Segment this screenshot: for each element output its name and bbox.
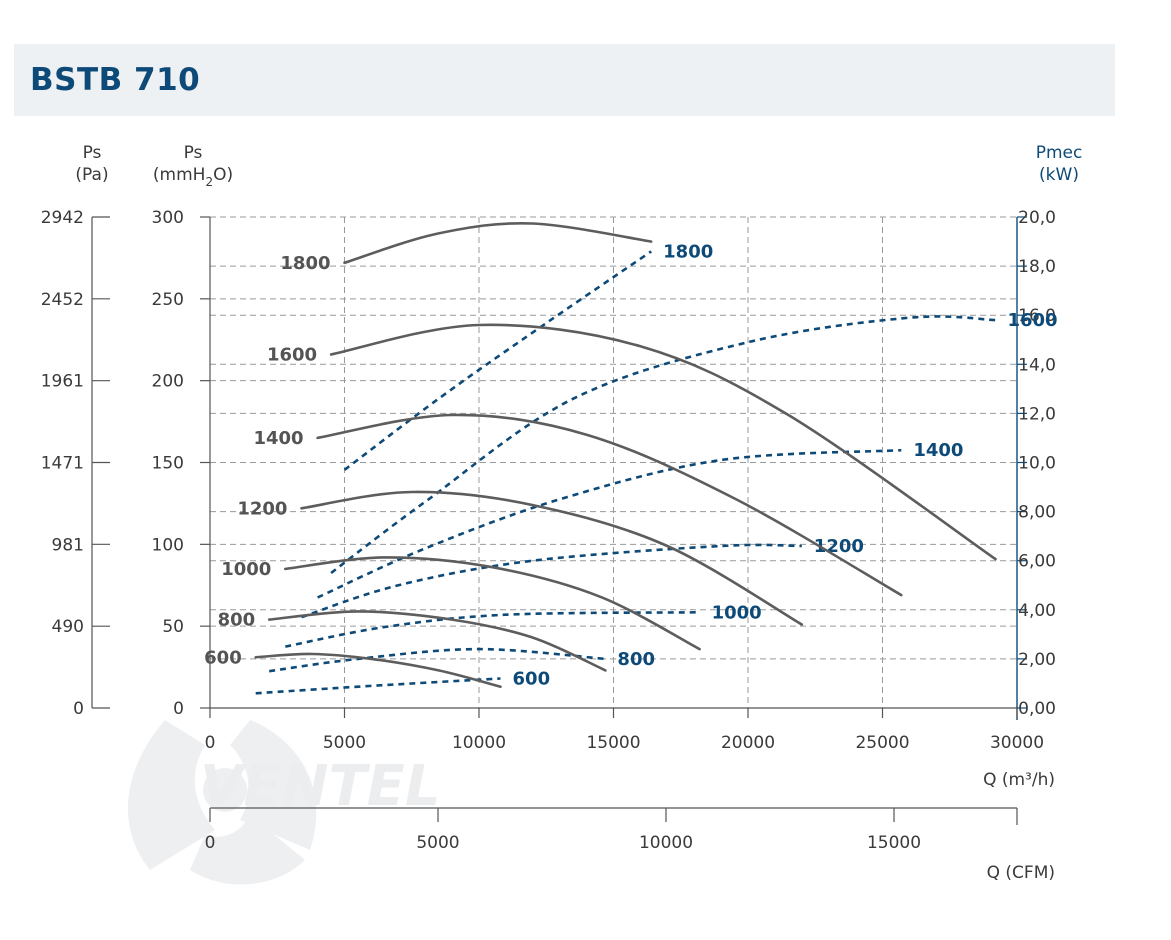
- pressure-curve-label-1600: 1600: [267, 344, 317, 365]
- y-left-pa-tick-label-4: 1961: [41, 372, 84, 392]
- y-right-unit: (kW): [1039, 165, 1079, 185]
- y-right-tick-label-10: 20,0: [1018, 208, 1056, 228]
- y-right-tick-label-7: 14,0: [1018, 355, 1056, 375]
- y-left-unit: (mmH2O): [153, 165, 233, 189]
- y-right-tick-label-1: 2,00: [1018, 650, 1056, 670]
- x-tick-label-1: 5000: [323, 733, 366, 753]
- pressure-curves: 600 800 1000 1200 1400 1600 1800: [204, 221, 997, 688]
- pressure-curve-label-800: 800: [218, 610, 256, 631]
- y-right-tick-label-8: 16,0: [1018, 306, 1056, 326]
- y-left-pa-unit: (Pa): [75, 165, 108, 185]
- x-tick-label-5: 25000: [855, 733, 909, 753]
- power-curve-1600: [330, 315, 996, 575]
- pressure-curve-label-1200: 1200: [237, 498, 287, 519]
- y-left-tick-label-6: 300: [152, 208, 184, 228]
- y-left-tick-label-5: 250: [152, 290, 184, 310]
- power-curve-label-1000: 1000: [712, 602, 762, 623]
- power-curve-600: [255, 677, 501, 695]
- y-right-tick-label-4: 8,00: [1018, 503, 1056, 523]
- pressure-curve-1800: [343, 221, 653, 265]
- y-left-pa-tick-label-3: 1471: [41, 454, 84, 474]
- y-left-pa-title: Ps: [83, 143, 102, 163]
- y-left-unit-prefix: (mmH: [153, 165, 206, 185]
- x2-tick-label-2: 10000: [639, 833, 693, 853]
- pressure-curve-label-1000: 1000: [221, 559, 271, 580]
- y-right-tick-label-5: 10,0: [1018, 454, 1056, 474]
- ventel-logo-watermark: VENTEL: [127, 720, 441, 885]
- y-left-pa-tick-label-6: 2942: [41, 208, 84, 228]
- y-left-unit-sub: 2: [205, 175, 213, 189]
- y-left-pa-tick-label-1: 490: [52, 617, 84, 637]
- x2-tick-label-3: 15000: [867, 833, 921, 853]
- power-curve-label-600: 600: [513, 669, 551, 690]
- y-right-tick-label-6: 12,0: [1018, 404, 1056, 424]
- x-tick-label-3: 15000: [586, 733, 640, 753]
- pressure-curve-1400: [316, 413, 903, 597]
- y-right-tick-label-9: 18,0: [1018, 257, 1056, 277]
- pressure-curve-label-600: 600: [204, 647, 242, 668]
- y-left-tick-label-1: 50: [162, 617, 184, 637]
- pressure-curve-label-1800: 1800: [280, 253, 330, 274]
- y-left-pa-tick-label-2: 981: [52, 535, 84, 555]
- power-curve-label-1600: 1600: [1007, 310, 1057, 331]
- x-tick-label-4: 20000: [721, 733, 775, 753]
- pressure-curve-600: [254, 652, 502, 688]
- y-right-title: Pmec: [1036, 143, 1083, 163]
- power-curve-1800: [343, 250, 652, 471]
- pressure-curve-1200: [300, 490, 804, 626]
- pressure-curve-800: [267, 610, 607, 672]
- y-left-pa-tick-label-5: 2452: [41, 290, 84, 310]
- title-bar: BSTB 710: [14, 44, 1115, 116]
- x2-tick-label-0: 0: [205, 833, 216, 853]
- y-right-tick-label-0: 0,00: [1018, 699, 1056, 719]
- pressure-curve-1600: [329, 323, 997, 561]
- svg-text:VENTEL: VENTEL: [200, 754, 441, 819]
- power-curve-1400: [317, 448, 902, 599]
- y-left-tick-label-0: 0: [173, 699, 184, 719]
- chart-title: BSTB 710: [30, 62, 201, 98]
- grid: [210, 216, 1018, 708]
- y-left-title: Ps: [184, 143, 203, 163]
- y-right-tick-label-2: 4,00: [1018, 601, 1056, 621]
- y-left-unit-suffix: O): [213, 165, 233, 185]
- power-curve-label-1400: 1400: [913, 440, 963, 461]
- y-right-tick-label-3: 6,00: [1018, 552, 1056, 572]
- power-curve-800: [269, 647, 606, 673]
- y-left-tick-label-4: 200: [152, 372, 184, 392]
- y-left-tick-label-3: 150: [152, 454, 184, 474]
- x-tick-label-0: 0: [205, 733, 216, 753]
- power-curve-label-1800: 1800: [663, 241, 713, 262]
- pressure-curve-1000: [284, 556, 701, 651]
- x-tick-label-6: 30000: [990, 733, 1044, 753]
- x-tick-label-2: 10000: [452, 733, 506, 753]
- x2-tick-label-1: 5000: [416, 833, 459, 853]
- power-curve-label-800: 800: [617, 649, 655, 670]
- y-left-tick-label-2: 100: [152, 535, 184, 555]
- power-curve-1200: [301, 543, 802, 619]
- x-axis-title: Q (m³/h): [983, 770, 1055, 790]
- pressure-curve-label-1400: 1400: [253, 428, 303, 449]
- power-curve-1000: [285, 611, 700, 648]
- x-secondary-axis-title: Q (CFM): [987, 863, 1055, 883]
- y-left-pa-tick-label-0: 0: [73, 699, 84, 719]
